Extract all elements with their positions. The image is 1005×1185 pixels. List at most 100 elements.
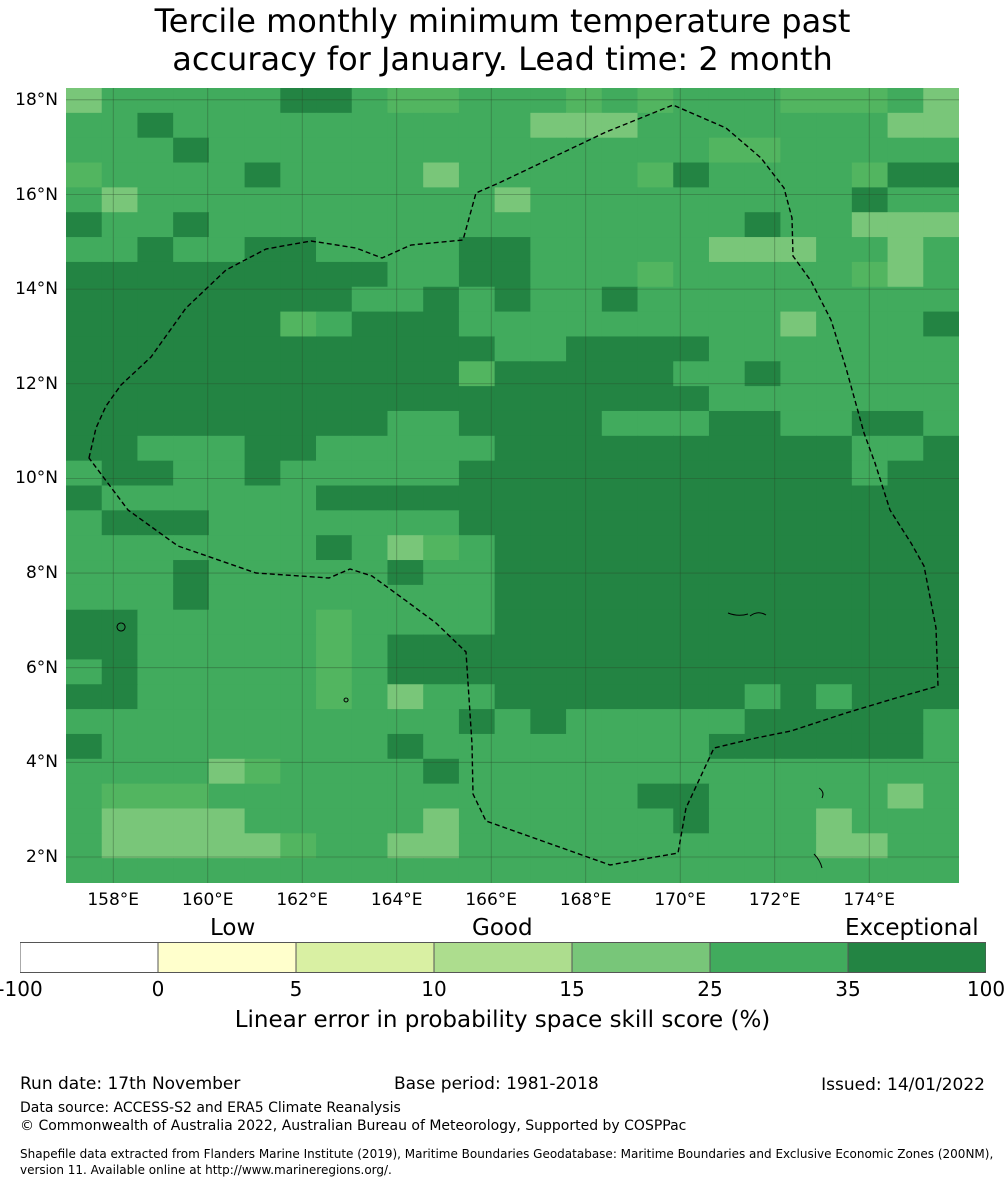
skill-cell — [208, 336, 246, 362]
skill-cell — [530, 858, 567, 883]
skill-cell — [708, 361, 746, 387]
skill-map[interactable] — [66, 88, 959, 883]
skill-cell — [637, 261, 674, 288]
skill-cell — [173, 410, 210, 437]
skill-cell — [458, 858, 496, 883]
skill-cell — [316, 460, 353, 487]
skill-cell — [208, 709, 246, 735]
skill-cell — [137, 634, 174, 660]
skill-cell — [423, 510, 460, 536]
skill-cell — [244, 212, 281, 238]
skill-cell — [423, 187, 460, 213]
skill-cell — [530, 684, 567, 710]
skill-cell — [173, 858, 210, 883]
skill-cell — [530, 659, 567, 685]
skill-cell — [923, 510, 959, 536]
skill-cell — [316, 535, 353, 561]
skill-cell — [780, 485, 817, 511]
skill-cell — [137, 435, 174, 462]
skill-cell — [351, 261, 389, 288]
skill-cell — [601, 609, 639, 636]
skill-cell — [316, 485, 353, 511]
skill-cell — [101, 634, 139, 660]
skill-cell — [566, 535, 603, 561]
skill-cell — [280, 162, 317, 188]
skill-cell — [351, 733, 389, 760]
skill-cell — [244, 162, 281, 188]
skill-cell — [316, 510, 353, 536]
skill-cell — [351, 212, 389, 238]
skill-grid-cells — [66, 88, 959, 883]
skill-cell — [851, 659, 889, 685]
skill-cell — [744, 758, 781, 785]
skill-cell — [851, 510, 889, 536]
colorbar-segment — [571, 942, 711, 973]
latitude-label: 14°N — [15, 279, 58, 300]
skill-cell — [816, 833, 853, 859]
skill-cell — [923, 485, 959, 511]
skill-cell — [673, 212, 710, 238]
skill-cell — [780, 435, 817, 462]
skill-cell — [923, 237, 959, 263]
skill-cell — [208, 783, 246, 810]
skill-cell — [887, 261, 924, 288]
skill-cell — [673, 261, 710, 288]
skill-cell — [387, 560, 424, 586]
skill-cell — [387, 187, 424, 213]
skill-cell — [137, 212, 174, 238]
skill-cell — [601, 634, 639, 660]
skill-cell — [780, 361, 817, 387]
skill-cell — [101, 858, 139, 883]
skill-cell — [244, 88, 281, 114]
skill-cell — [708, 187, 746, 213]
skill-cell — [423, 808, 460, 834]
skill-cell — [137, 709, 174, 735]
skill-cell — [101, 286, 139, 313]
skill-cell — [673, 435, 710, 462]
skill-cell — [280, 187, 317, 213]
skill-cell — [387, 808, 424, 834]
skill-cell — [458, 485, 496, 511]
skill-cell — [208, 112, 246, 139]
skill-cell — [423, 659, 460, 685]
skill-cell — [851, 733, 889, 760]
skill-cell — [744, 336, 781, 362]
skill-cell — [637, 187, 674, 213]
skill-cell — [923, 361, 959, 387]
skill-cell — [351, 435, 389, 462]
skill-cell — [673, 162, 710, 188]
skill-cell — [66, 212, 103, 238]
skill-cell — [387, 286, 424, 313]
skill-cell — [101, 684, 139, 710]
skill-cell — [387, 410, 424, 437]
skill-cell — [851, 212, 889, 238]
skill-cell — [851, 609, 889, 636]
skill-cell — [923, 460, 959, 487]
longitude-label: 164°E — [370, 890, 423, 910]
skill-cell — [66, 237, 103, 263]
skill-cell — [708, 659, 746, 685]
skill-cell — [744, 237, 781, 263]
skill-cell — [101, 88, 139, 114]
skill-cell — [601, 187, 639, 213]
skill-cell — [316, 112, 353, 139]
skill-cell — [744, 88, 781, 114]
skill-cell — [887, 808, 924, 834]
skill-cell — [601, 659, 639, 685]
skill-cell — [851, 336, 889, 362]
skill-cell — [708, 858, 746, 883]
skill-cell — [780, 858, 817, 883]
skill-cell — [458, 237, 496, 263]
skill-cell — [101, 187, 139, 213]
skill-cell — [708, 535, 746, 561]
skill-cell — [66, 733, 103, 760]
skill-cell — [351, 386, 389, 412]
skill-cell — [851, 858, 889, 883]
skill-cell — [494, 758, 531, 785]
skill-cell — [423, 286, 460, 313]
skill-cell — [458, 460, 496, 487]
skill-cell — [494, 609, 531, 636]
skill-cell — [66, 758, 103, 785]
skill-cell — [887, 212, 924, 238]
skill-cell — [137, 758, 174, 785]
